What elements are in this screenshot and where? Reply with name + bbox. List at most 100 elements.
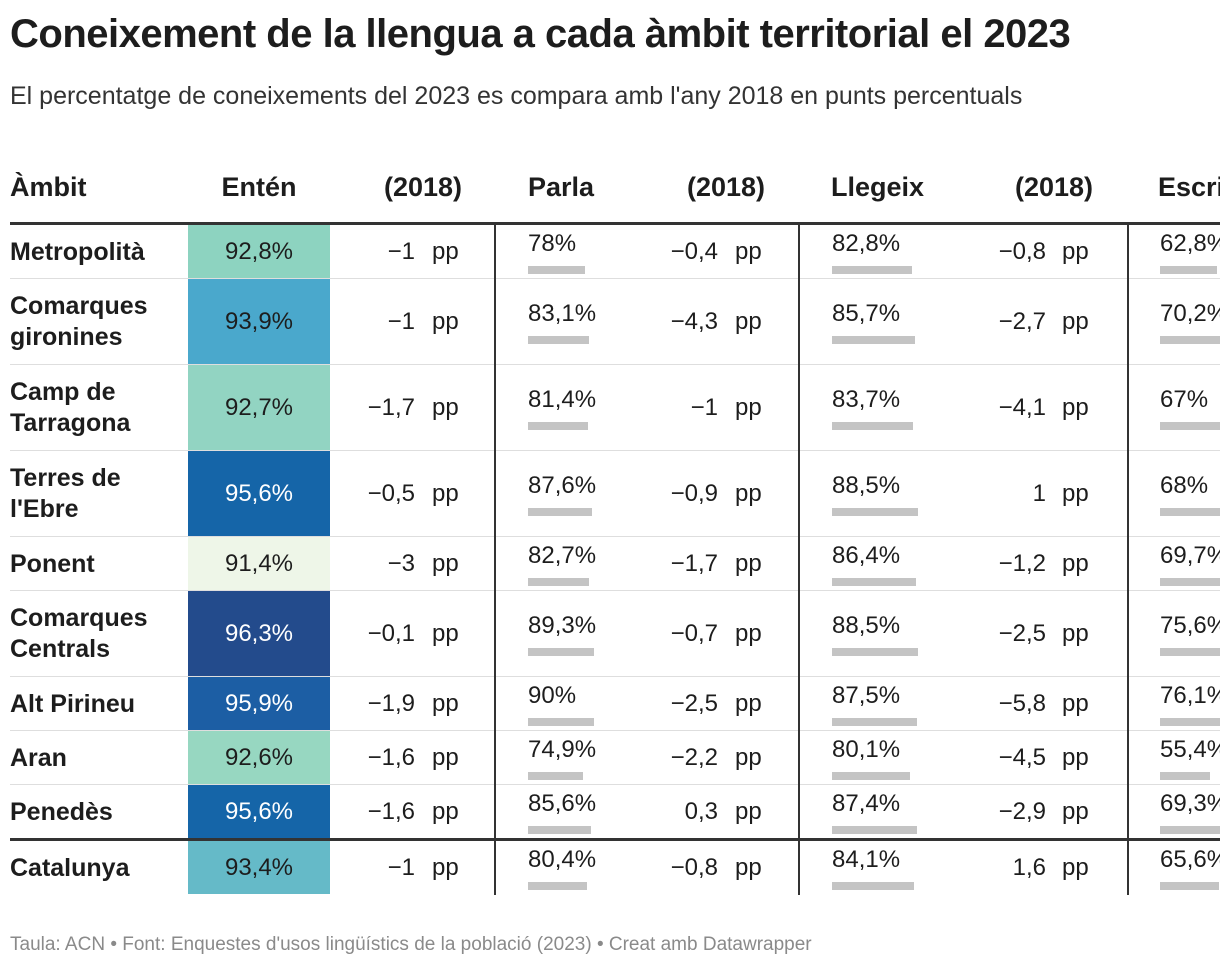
bar xyxy=(528,266,586,274)
change-unit: pp xyxy=(432,854,459,881)
change-value: −5,8 xyxy=(998,690,1046,717)
heat-cell xyxy=(188,591,330,676)
bar xyxy=(832,882,914,890)
bar xyxy=(1160,826,1220,834)
change-value: −0,9 xyxy=(670,480,718,507)
row-label: Ponent xyxy=(10,549,95,578)
row-label: Catalunya xyxy=(10,853,130,882)
change-value: −2,7 xyxy=(998,308,1046,335)
cell-value: 91,4% xyxy=(224,550,294,577)
cell-value: 95,6% xyxy=(224,798,294,825)
change-unit: pp xyxy=(432,238,459,265)
row-rule xyxy=(10,784,1220,785)
change-value: −1,7 xyxy=(367,394,415,421)
heat-cell xyxy=(188,225,330,278)
heat-cell xyxy=(188,279,330,364)
change-value: −1,2 xyxy=(998,550,1046,577)
change-unit: pp xyxy=(432,394,459,421)
change-unit: pp xyxy=(735,550,762,577)
change-value: −2,5 xyxy=(670,690,718,717)
column-rule xyxy=(494,225,496,895)
bar-value: 67% xyxy=(1160,386,1209,413)
change-unit: pp xyxy=(735,854,762,881)
bar-value: 83,7% xyxy=(832,386,901,413)
bar-value: 87,6% xyxy=(528,472,597,499)
column-rule xyxy=(1127,225,1129,895)
bar xyxy=(1160,508,1220,516)
change-unit: pp xyxy=(735,620,762,647)
bar-value: 76,1% xyxy=(1160,682,1220,709)
bar xyxy=(1160,772,1210,780)
bar-value: 82,7% xyxy=(528,542,597,569)
heat-cell xyxy=(188,841,330,894)
bar-value: 74,9% xyxy=(528,736,597,763)
change-value: −2,9 xyxy=(998,798,1046,825)
row-rule xyxy=(10,536,1220,537)
change-unit: pp xyxy=(735,690,762,717)
change-value: −2,2 xyxy=(670,744,718,771)
bar-value: 88,5% xyxy=(832,612,901,639)
change-value: −2,5 xyxy=(998,620,1046,647)
bar-value: 87,4% xyxy=(832,790,901,817)
bar-value: 83,1% xyxy=(528,300,597,327)
change-value: 1,6 xyxy=(1012,854,1046,881)
change-value: −4,5 xyxy=(998,744,1046,771)
heat-cell xyxy=(188,365,330,450)
change-unit: pp xyxy=(735,394,762,421)
change-value: 1 xyxy=(1032,480,1046,507)
bar xyxy=(1160,578,1220,586)
change-unit: pp xyxy=(432,308,459,335)
change-unit: pp xyxy=(432,798,459,825)
row-rule xyxy=(10,450,1220,451)
bar-value: 84,1% xyxy=(832,846,901,873)
cell-value: 95,6% xyxy=(224,480,294,507)
bar xyxy=(832,648,918,656)
bar xyxy=(528,826,591,834)
column-rule xyxy=(798,225,800,895)
cell-value: 92,8% xyxy=(224,238,294,265)
change-unit: pp xyxy=(1062,550,1089,577)
column-header: Àmbit xyxy=(10,172,87,202)
bar xyxy=(528,336,590,344)
bar xyxy=(832,772,910,780)
bar-value: 80,4% xyxy=(528,846,597,873)
change-value: −1,6 xyxy=(367,744,415,771)
change-unit: pp xyxy=(432,690,459,717)
column-header: Llegeix xyxy=(831,172,925,202)
bar-value: 85,7% xyxy=(832,300,901,327)
change-value: −4,3 xyxy=(670,308,718,335)
cell-value: 95,9% xyxy=(224,690,294,717)
row-rule xyxy=(10,590,1220,591)
bar xyxy=(528,882,588,890)
change-value: −0,8 xyxy=(670,854,718,881)
change-unit: pp xyxy=(1062,854,1089,881)
bar xyxy=(832,578,916,586)
bar xyxy=(528,422,588,430)
change-value: −3 xyxy=(387,550,415,577)
change-unit: pp xyxy=(1062,744,1089,771)
bar-value: 87,5% xyxy=(832,682,901,709)
bar-value: 81,4% xyxy=(528,386,597,413)
row-label: Terres de l'Ebre xyxy=(10,464,121,523)
change-value: −1 xyxy=(387,238,415,265)
change-value: −0,5 xyxy=(367,480,415,507)
bar-value: 85,6% xyxy=(528,790,597,817)
bar xyxy=(528,578,589,586)
column-header: (2018) xyxy=(383,172,462,202)
bar xyxy=(832,508,918,516)
change-unit: pp xyxy=(432,620,459,647)
bar xyxy=(832,718,917,726)
subtitle: El percentatge de coneixements del 2023 … xyxy=(10,82,1023,110)
change-value: −1,6 xyxy=(367,798,415,825)
bar-value: 55,4% xyxy=(1160,736,1220,763)
change-value: −1 xyxy=(387,854,415,881)
change-unit: pp xyxy=(1062,480,1089,507)
row-label: Penedès xyxy=(10,797,113,826)
column-header: (2018) xyxy=(1014,172,1093,202)
row-label: Metropolità xyxy=(10,237,145,266)
header-rule xyxy=(10,222,1220,225)
row-rule xyxy=(10,364,1220,365)
bar-value: 69,7% xyxy=(1160,542,1220,569)
total-rule xyxy=(10,838,1220,841)
change-value: −0,7 xyxy=(670,620,718,647)
